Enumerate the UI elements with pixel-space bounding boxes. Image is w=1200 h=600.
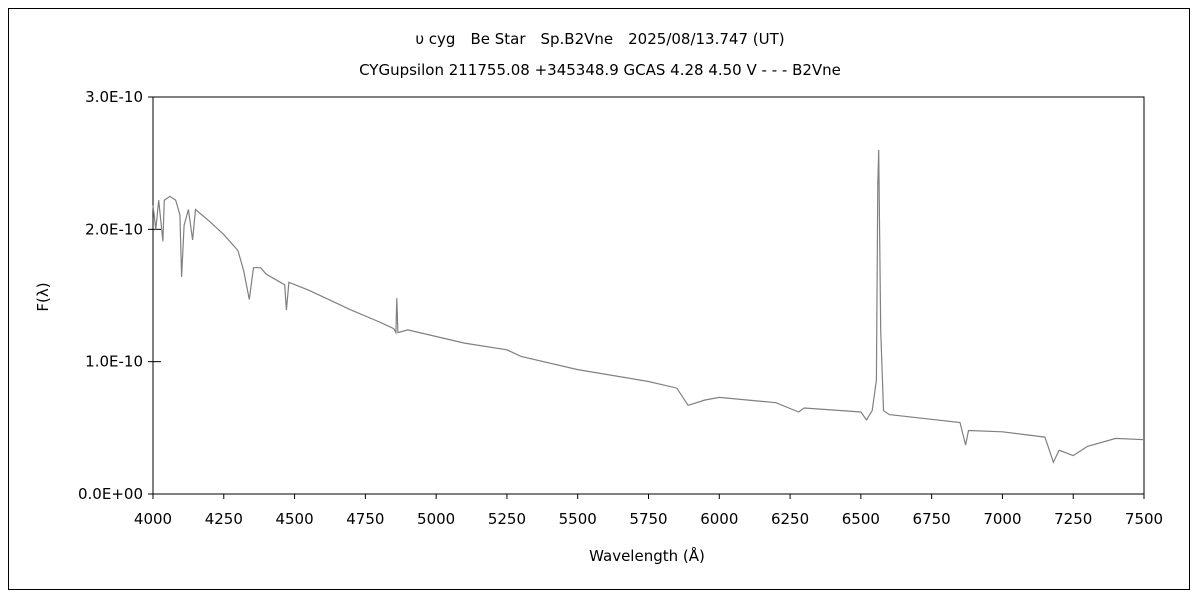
x-tick-label: 7250 (1054, 510, 1092, 528)
x-tick-label: 5000 (417, 510, 455, 528)
y-tick-label: 0.0E+00 (78, 485, 143, 503)
y-tick-label: 1.0E-10 (85, 353, 143, 371)
x-tick-label: 4500 (275, 510, 313, 528)
x-tick-label: 5500 (559, 510, 597, 528)
chart-frame (8, 8, 1190, 590)
x-tick-label: 6500 (842, 510, 880, 528)
chart-subtitle: CYGupsilon 211755.08 +345348.9 GCAS 4.28… (359, 61, 841, 79)
plot-area (152, 96, 1145, 495)
x-tick-label: 6750 (913, 510, 951, 528)
x-tick-label: 4750 (346, 510, 384, 528)
x-tick-label: 6250 (771, 510, 809, 528)
x-tick-label: 4000 (134, 510, 172, 528)
x-tick-label: 7000 (983, 510, 1021, 528)
x-tick-label: 7500 (1125, 510, 1163, 528)
x-tick-label: 4250 (205, 510, 243, 528)
y-tick-label: 2.0E-10 (85, 220, 143, 238)
chart-title: υ cyg Be Star Sp.B2Vne 2025/08/13.747 (U… (415, 30, 784, 48)
spectrum-line (152, 149, 1145, 464)
x-tick-label: 5250 (488, 510, 526, 528)
x-axis-label: Wavelength (Å) (589, 546, 705, 565)
y-axis-label: F(λ) (34, 282, 52, 311)
x-tick-label: 6000 (700, 510, 738, 528)
y-tick-label: 3.0E-10 (85, 88, 143, 106)
x-tick-label: 5750 (629, 510, 667, 528)
